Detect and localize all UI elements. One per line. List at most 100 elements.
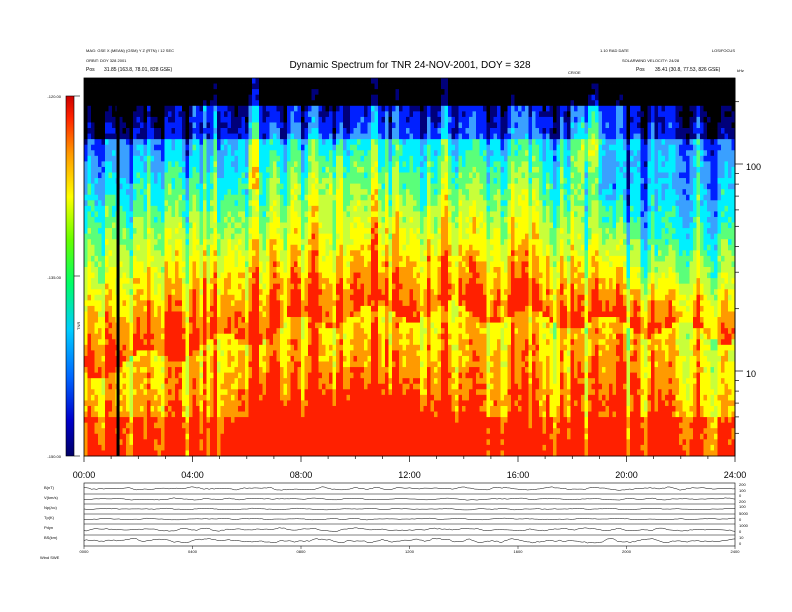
spectrogram-cell (308, 228, 312, 235)
spectrogram-cell (217, 144, 221, 151)
spectrogram-cell (192, 339, 197, 346)
spectrogram-cell (315, 439, 319, 446)
spectrogram-cell (108, 283, 113, 290)
spectrogram-cell (336, 222, 340, 229)
spectrogram-cell (84, 417, 88, 424)
spectrogram-cell (269, 428, 274, 435)
spectrogram-cell (276, 344, 281, 351)
spectrogram-cell (175, 417, 179, 424)
spectrogram-cell (259, 94, 263, 101)
spectrogram-cell (140, 272, 144, 279)
spectrogram-cell (280, 428, 284, 435)
spectrogram-cell (280, 294, 284, 301)
spectrogram-cell (143, 383, 148, 390)
spectrogram-cell (220, 100, 225, 107)
spectrogram-cell (318, 428, 323, 435)
spectrogram-cell (290, 317, 295, 323)
spectrogram-cell (140, 261, 144, 268)
spectrogram-cell (87, 322, 92, 329)
spectrogram-cell (231, 367, 235, 374)
spectrogram-cell (196, 244, 200, 251)
spectrogram-cell (213, 244, 218, 251)
spectrogram-cell (164, 105, 169, 112)
spectrogram-cell (213, 150, 218, 157)
spectrogram-cell (255, 333, 260, 340)
spectrogram-cell (276, 216, 281, 223)
spectrogram-cell (311, 339, 316, 346)
spectrogram-cell (297, 439, 302, 446)
spectrogram-cell (164, 89, 169, 96)
spectrogram-cell (199, 116, 204, 123)
spectrogram-cell (119, 205, 123, 212)
spectrogram-cell (210, 350, 214, 357)
spectrogram-cell (112, 378, 116, 385)
spectrogram-cell (262, 100, 267, 107)
spectrogram-cell (164, 150, 169, 157)
spectrogram-cell (325, 116, 330, 123)
spectrogram-cell (150, 205, 155, 212)
spectrogram-cell (147, 239, 151, 246)
spectrogram-cell (157, 122, 162, 129)
spectrogram-cell (129, 144, 134, 151)
spectrogram-cell (164, 166, 169, 173)
spectrogram-cell (101, 211, 106, 218)
spectrogram-cell (192, 305, 197, 312)
spectrogram-cell (108, 89, 113, 96)
spectrogram-cell (154, 233, 158, 240)
spectrogram-cell (266, 222, 270, 229)
spectrogram-cell (287, 417, 291, 424)
spectrogram-cell (196, 400, 200, 407)
spectrogram-cell (220, 78, 225, 84)
spectrogram-cell (308, 433, 312, 440)
spectrogram-cell (259, 400, 263, 407)
spectrogram-cell (231, 444, 235, 451)
spectrogram-cell (192, 400, 197, 407)
spectrogram-cell (276, 367, 281, 374)
spectrogram-cell (329, 244, 333, 251)
spectrogram-cell (280, 150, 284, 157)
spectrogram-cell (98, 133, 102, 140)
spectrogram-cell (336, 78, 340, 84)
spectrogram-cell (182, 261, 186, 268)
spectrogram-cell (178, 222, 183, 229)
spectrogram-cell (248, 261, 253, 268)
spectrogram-cell (255, 250, 260, 257)
spectrogram-cell (105, 166, 109, 173)
spectrogram-cell (112, 305, 116, 312)
spectrogram-cell (196, 378, 200, 385)
spectrogram-cell (269, 322, 274, 329)
spectrogram-cell (140, 317, 144, 323)
spectrogram-cell (171, 372, 176, 379)
spectrogram-cell (126, 122, 130, 129)
spectrogram-cell (224, 172, 228, 179)
spectrogram-cell (213, 439, 218, 446)
spectrogram-cell (98, 89, 102, 96)
spectrogram-cell (245, 133, 249, 140)
spectrogram-cell (154, 289, 158, 296)
spectrogram-cell (287, 89, 291, 96)
spectrogram-cell (255, 317, 260, 323)
spectrogram-cell (273, 422, 277, 429)
spectrogram-cell (101, 94, 106, 101)
spectrogram-cell (315, 394, 319, 401)
spectrogram-cell (269, 278, 274, 285)
spectrogram-cell (84, 94, 88, 101)
spectrogram-cell (105, 428, 109, 435)
spectrogram-cell (87, 233, 92, 240)
spectrogram-cell (332, 367, 337, 374)
spectrogram-cell (108, 205, 113, 212)
spectrogram-cell (224, 289, 228, 296)
spectrogram-cell (171, 261, 176, 268)
spectrogram-cell (262, 216, 267, 223)
spectrogram-cell (91, 233, 95, 240)
spectrogram-cell (329, 105, 333, 112)
spectrogram-cell (192, 278, 197, 285)
spectrogram-cell (140, 433, 144, 440)
spectrogram-cell (154, 444, 158, 451)
spectrogram-cell (206, 428, 211, 435)
spectrogram-cell (161, 378, 165, 385)
spectrogram-cell (154, 339, 158, 346)
spectrogram-cell (164, 300, 169, 307)
spectrogram-cell (332, 389, 337, 396)
spectrogram-cell (231, 300, 235, 307)
